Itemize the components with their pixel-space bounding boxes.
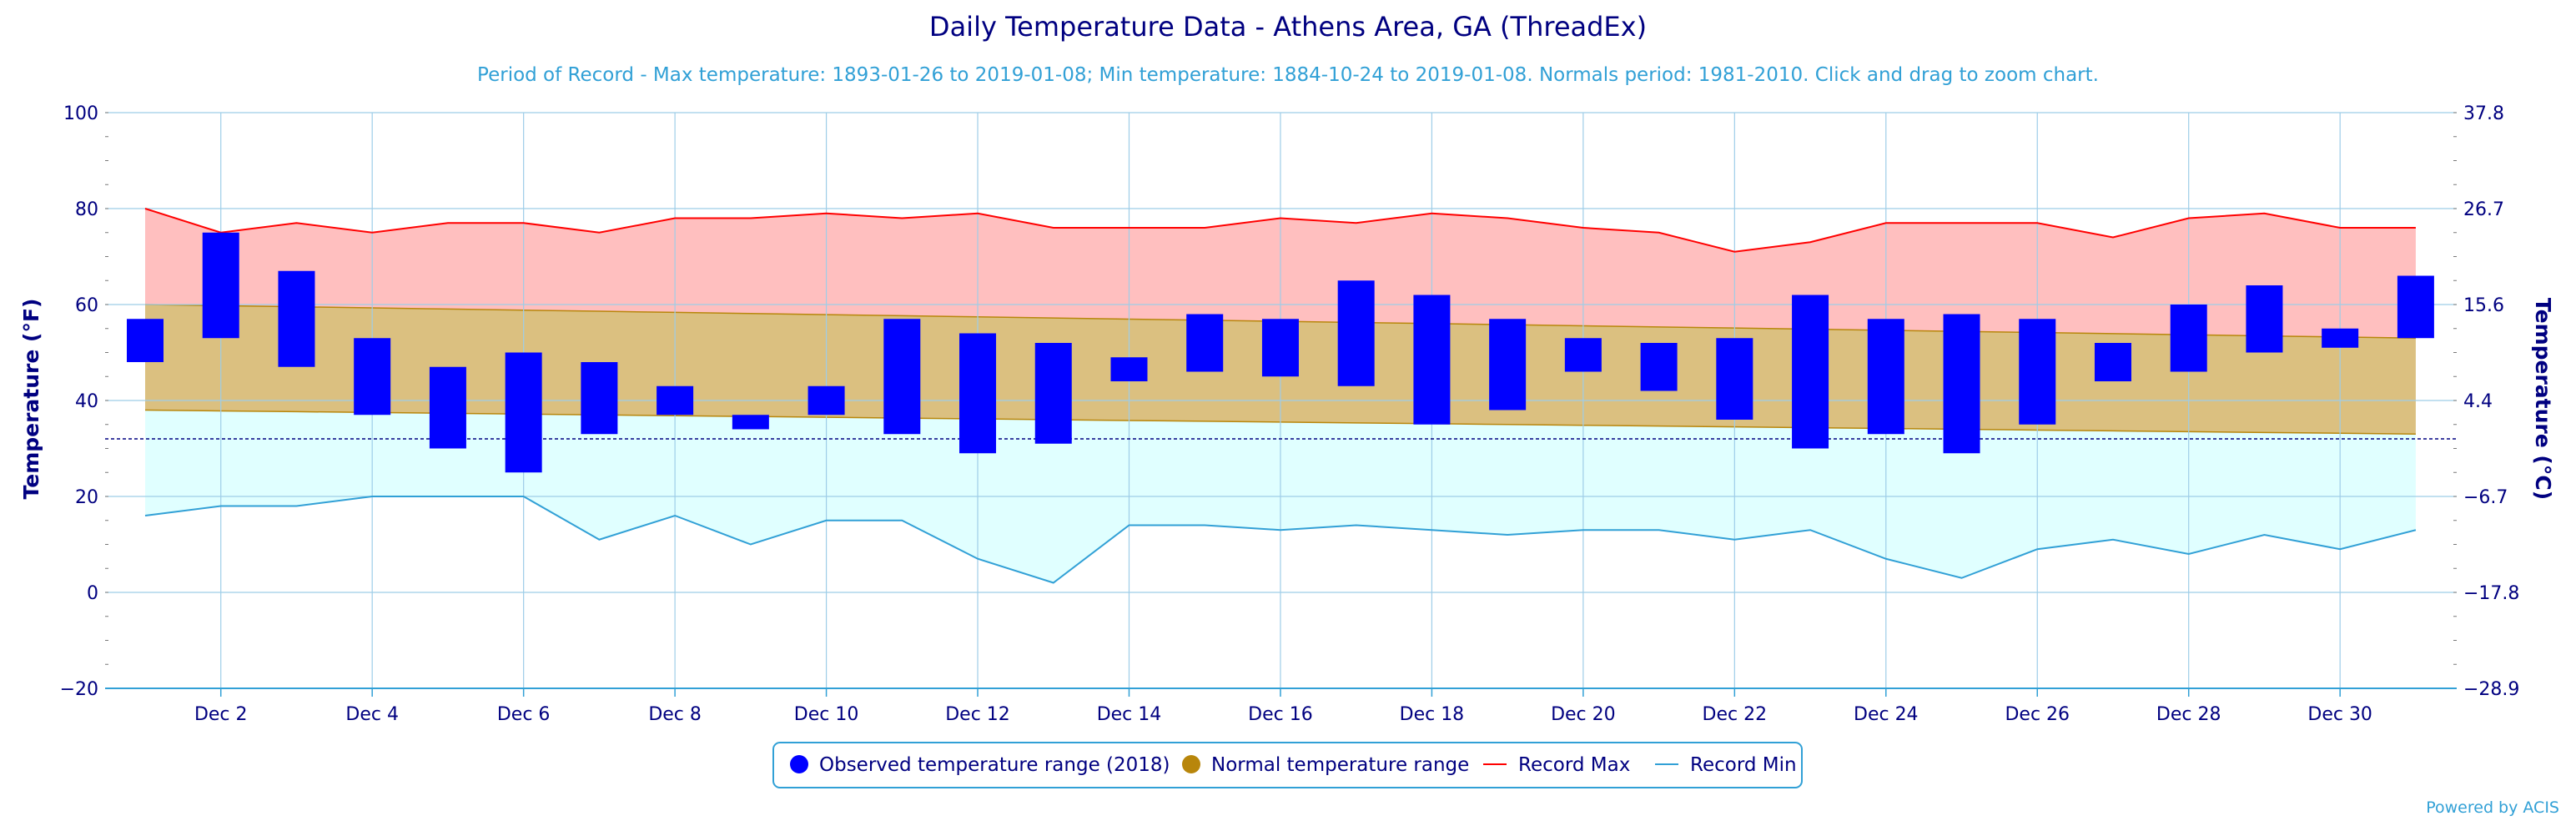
observed-range-bar[interactable] <box>732 415 769 430</box>
legend-record-min-label[interactable]: Record Min <box>1690 754 1797 776</box>
y-tick-label-left: 40 <box>75 391 98 412</box>
y-tick-label-right: −6.7 <box>2463 487 2508 508</box>
observed-range-bar[interactable] <box>1943 314 1980 454</box>
observed-range-bar[interactable] <box>1261 319 1299 377</box>
x-tick-label: Dec 2 <box>194 704 248 725</box>
observed-range-bar[interactable] <box>581 362 618 435</box>
x-tick-label: Dec 18 <box>1400 704 1465 725</box>
y-tick-label-right: −17.8 <box>2463 583 2519 604</box>
observed-range-bar[interactable] <box>2170 305 2207 372</box>
observed-range-bar[interactable] <box>2094 343 2131 381</box>
legend-normal-label[interactable]: Normal temperature range <box>1211 754 1469 776</box>
observed-range-bar[interactable] <box>959 333 997 454</box>
observed-range-bar[interactable] <box>1564 338 1602 372</box>
plot-area[interactable]: Dec 2 Dec 4 Dec 6 Dec 8 Dec 10 Dec 12 Dec 14 De… <box>60 103 2520 725</box>
x-tick-label: Dec 16 <box>1248 704 1313 725</box>
y-tick-label-left: −20 <box>60 679 98 700</box>
x-tick-label: Dec 4 <box>345 704 399 725</box>
y-tick-label-right: 4.4 <box>2463 391 2493 412</box>
y-axis-title-right: Temperature (°C) <box>2531 298 2555 500</box>
x-tick-label: Dec 6 <box>497 704 551 725</box>
y-tick-label-left: 20 <box>75 487 98 508</box>
credit-link[interactable]: Powered by ACIS <box>2426 798 2559 817</box>
observed-range-bar[interactable] <box>1034 343 1072 444</box>
observed-range-bar[interactable] <box>1716 338 1753 420</box>
legend-observed-marker[interactable] <box>790 755 808 773</box>
y-tick-label-left: 60 <box>75 295 98 316</box>
chart-title: Daily Temperature Data - Athens Area, GA… <box>929 11 1647 43</box>
y-tick-label-right: 15.6 <box>2463 295 2504 316</box>
observed-range-bar[interactable] <box>883 319 921 435</box>
observed-range-bar[interactable] <box>808 385 845 416</box>
x-tick-label: Dec 24 <box>1854 704 1919 725</box>
x-tick-label: Dec 12 <box>945 704 1010 725</box>
y-tick-label-left: 0 <box>87 583 98 604</box>
y-tick-label-right: 26.7 <box>2463 199 2504 220</box>
observed-range-bar[interactable] <box>2246 285 2283 353</box>
x-tick-label: Dec 20 <box>1551 704 1616 725</box>
chart-subtitle: Period of Record - Max temperature: 1893… <box>477 64 2099 86</box>
x-tick-label: Dec 28 <box>2156 704 2221 725</box>
record-max-line[interactable] <box>144 208 2416 253</box>
observed-range-bar[interactable] <box>2397 275 2434 339</box>
observed-range-bar[interactable] <box>127 319 164 362</box>
observed-range-bar[interactable] <box>429 366 466 449</box>
x-tick-label: Dec 22 <box>1703 704 1768 725</box>
observed-range-bar[interactable] <box>354 338 391 416</box>
observed-range-bar[interactable] <box>1110 357 1148 381</box>
legend-observed-label[interactable]: Observed temperature range (2018) <box>819 754 1170 776</box>
x-tick-label: Dec 8 <box>648 704 702 725</box>
legend-record-max-label[interactable]: Record Max <box>1518 754 1630 776</box>
legend-box <box>772 742 1803 788</box>
y-tick-label-left: 100 <box>63 103 98 124</box>
y-tick-label-right: 37.8 <box>2463 103 2504 124</box>
observed-range-bar[interactable] <box>505 352 542 473</box>
observed-range-bar[interactable] <box>1489 319 1527 410</box>
x-tick-label: Dec 14 <box>1097 704 1162 725</box>
x-tick-label: Dec 10 <box>794 704 859 725</box>
observed-range-bar[interactable] <box>278 270 315 367</box>
observed-range-bar[interactable] <box>1792 295 1829 449</box>
y-axis-title-left: Temperature (°F) <box>19 299 43 500</box>
observed-range-bar[interactable] <box>1337 280 1375 386</box>
observed-range-bar[interactable] <box>657 385 694 416</box>
observed-range-bar[interactable] <box>1640 343 1678 391</box>
record-min-line[interactable] <box>144 496 2417 584</box>
observed-range-bar[interactable] <box>1413 295 1451 425</box>
observed-range-bar[interactable] <box>2322 328 2359 348</box>
x-tick-label: Dec 26 <box>2005 704 2070 725</box>
observed-range-bar[interactable] <box>2019 319 2056 425</box>
observed-range-bar[interactable] <box>1867 319 1904 435</box>
observed-range-bar[interactable] <box>1186 314 1224 372</box>
y-tick-label-left: 80 <box>75 199 98 220</box>
observed-range-bar[interactable] <box>202 232 239 339</box>
x-tick-label: Dec 30 <box>2307 704 2372 725</box>
legend-normal-marker[interactable] <box>1182 755 1200 773</box>
y-tick-label-right: −28.9 <box>2463 679 2519 700</box>
legend: Observed temperature range (2018) Normal… <box>772 742 1803 788</box>
